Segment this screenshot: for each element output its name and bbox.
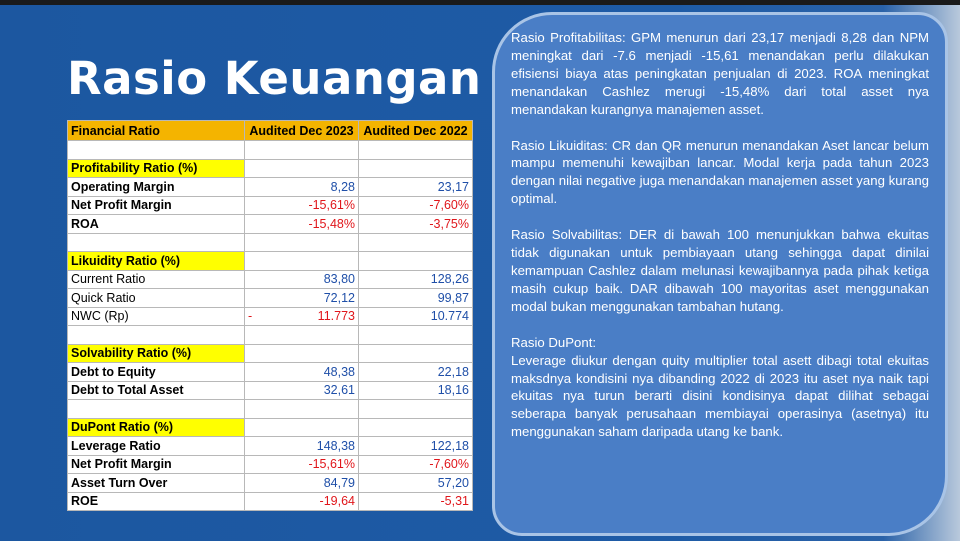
paragraph: Rasio Solvabilitas: DER di bawah 100 men…: [511, 227, 929, 314]
table-row: Profitability Ratio (%): [67, 158, 473, 178]
value-cell: -15,48%: [244, 214, 359, 234]
header-cell: Audited Dec 2023: [244, 120, 359, 141]
table-row: Likuidity Ratio (%): [67, 251, 473, 271]
paragraph: Rasio Profitabilitas: GPM menurun dari 2…: [511, 30, 929, 117]
value-cell: -7,60%: [358, 454, 473, 474]
table-row: [67, 399, 473, 419]
empty-cell: [358, 343, 473, 363]
empty-cell: [244, 325, 359, 345]
value-cell: -15,61%: [244, 195, 359, 215]
table-row: Operating Margin 8,28 23,17: [67, 177, 473, 197]
table-row: Asset Turn Over 84,79 57,20: [67, 473, 473, 493]
table-row: Quick Ratio 72,12 99,87: [67, 288, 473, 308]
value-cell: -3,75%: [358, 214, 473, 234]
slide-title: Rasio Keuangan: [67, 52, 482, 105]
value-cell: -5,31: [358, 491, 473, 511]
table-row: Debt to Total Asset 32,61 18,16: [67, 380, 473, 400]
table-row: ROE -19,64 -5,31: [67, 491, 473, 511]
empty-cell: [67, 325, 245, 345]
section-cell: Profitability Ratio (%): [67, 158, 245, 178]
table-row: Current Ratio 83,80 128,26: [67, 269, 473, 289]
empty-cell: [358, 232, 473, 252]
empty-cell: [358, 325, 473, 345]
row-label: Net Profit Margin: [67, 195, 245, 215]
table-row: Debt to Equity 48,38 22,18: [67, 362, 473, 382]
row-label: Quick Ratio: [67, 288, 245, 308]
table-row: Net Profit Margin -15,61% -7,60%: [67, 454, 473, 474]
value-cell: 99,87: [358, 288, 473, 308]
row-label: ROA: [67, 214, 245, 234]
empty-cell: [67, 140, 245, 160]
row-label: Operating Margin: [67, 177, 245, 197]
row-label: Asset Turn Over: [67, 473, 245, 493]
row-label: Debt to Equity: [67, 362, 245, 382]
row-label: NWC (Rp): [67, 306, 245, 326]
row-label: ROE: [67, 491, 245, 511]
value-cell: 72,12: [244, 288, 359, 308]
value-cell: -19,64: [244, 491, 359, 511]
row-label: Leverage Ratio: [67, 436, 245, 456]
value-cell: 10.774: [358, 306, 473, 326]
value-cell: 83,80: [244, 269, 359, 289]
empty-cell: [358, 399, 473, 419]
value-cell: -15,61%: [244, 454, 359, 474]
table-row: [67, 232, 473, 252]
table-row: Solvability Ratio (%): [67, 343, 473, 363]
empty-cell: [67, 399, 245, 419]
top-bar: [0, 0, 960, 5]
empty-cell: [244, 417, 359, 437]
value-cell: 23,17: [358, 177, 473, 197]
value-cell: 18,16: [358, 380, 473, 400]
header-cell: Audited Dec 2022: [358, 120, 473, 141]
value-cell: 8,28: [244, 177, 359, 197]
header-row: Financial Ratio Audited Dec 2023 Audited D…: [67, 120, 473, 141]
value-cell: -7,60%: [358, 195, 473, 215]
value-cell: 32,61: [244, 380, 359, 400]
empty-cell: [244, 158, 359, 178]
empty-cell: [244, 140, 359, 160]
value-cell: 48,38: [244, 362, 359, 382]
ratio-table: Financial Ratio Audited Dec 2023 Audited D…: [67, 120, 473, 511]
empty-cell: [244, 232, 359, 252]
value-cell: 148,38: [244, 436, 359, 456]
empty-cell: [358, 251, 473, 271]
section-cell: DuPont Ratio (%): [67, 417, 245, 437]
value-cell: - 11.773: [244, 306, 359, 326]
table-row: DuPont Ratio (%): [67, 417, 473, 437]
empty-cell: [67, 232, 245, 252]
empty-cell: [244, 251, 359, 271]
table-row: Net Profit Margin -15,61% -7,60%: [67, 195, 473, 215]
value-cell: 84,79: [244, 473, 359, 493]
table-row: [67, 140, 473, 160]
section-cell: Solvability Ratio (%): [67, 343, 245, 363]
analysis-panel: Rasio Profitabilitas: GPM menurun dari 2…: [492, 12, 948, 536]
table-row: NWC (Rp) - 11.773 10.774: [67, 306, 473, 326]
paragraph-text: Leverage diukur dengan quity multiplier …: [511, 352, 929, 440]
empty-cell: [358, 158, 473, 178]
empty-cell: [358, 417, 473, 437]
value-cell: 22,18: [358, 362, 473, 382]
value-cell: 122,18: [358, 436, 473, 456]
empty-cell: [244, 343, 359, 363]
paragraph: Rasio DuPont: Leverage diukur dengan quit…: [511, 334, 929, 441]
section-cell: Likuidity Ratio (%): [67, 251, 245, 271]
paragraph-heading: Rasio DuPont:: [511, 334, 597, 350]
header-cell: Financial Ratio: [67, 120, 245, 141]
row-label: Net Profit Margin: [67, 454, 245, 474]
paragraph: Rasio Likuiditas: CR dan QR menurun mena…: [511, 137, 929, 207]
value-cell: 128,26: [358, 269, 473, 289]
empty-cell: [244, 399, 359, 419]
table-row: [67, 325, 473, 345]
empty-cell: [358, 140, 473, 160]
value-cell: 57,20: [358, 473, 473, 493]
table-row: ROA -15,48% -3,75%: [67, 214, 473, 234]
row-label: Current Ratio: [67, 269, 245, 289]
row-label: Debt to Total Asset: [67, 380, 245, 400]
table-row: Leverage Ratio 148,38 122,18: [67, 436, 473, 456]
